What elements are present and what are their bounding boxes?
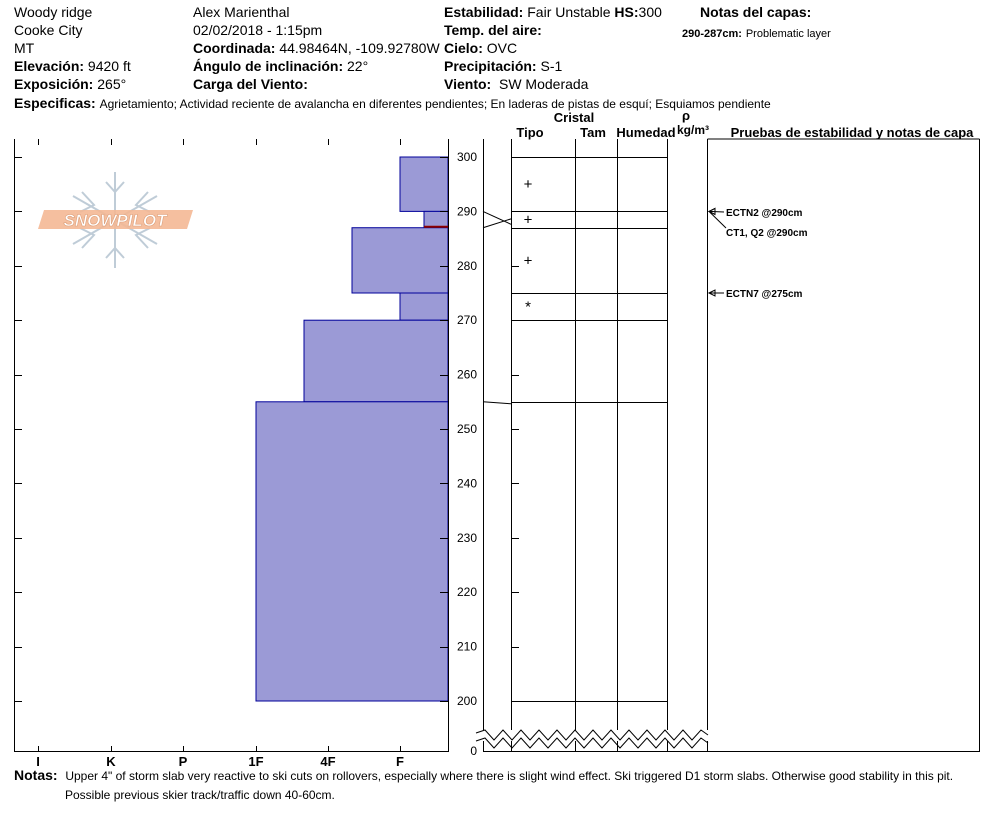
grain-symbol-2: + <box>524 252 533 269</box>
header-type: Tipo <box>516 125 543 140</box>
wind-load-label: Carga del Viento: <box>193 76 308 92</box>
precipitation-value: S-1 <box>540 58 563 74</box>
hardness-tick-1F: 1F <box>248 754 263 769</box>
grain-symbol-0: + <box>524 176 533 193</box>
header-moisture: Humedad <box>616 125 675 140</box>
stability: Estabilidad: Fair Unstable HS:300 <box>444 4 662 20</box>
hs-value: 300 <box>638 4 662 20</box>
depth-tick-230: 230 <box>457 531 477 545</box>
depth-tick-200: 200 <box>457 694 477 708</box>
depth-tick-0: 0 <box>470 744 477 758</box>
grain-symbol-1: + <box>524 212 533 229</box>
hardness-tick-I: I <box>36 754 40 769</box>
stability-value: Fair Unstable <box>527 4 611 20</box>
precipitation: Precipitación: S-1 <box>444 58 562 74</box>
aspect: Exposición: 265° <box>14 76 126 92</box>
layer-note-range: 290-287cm: <box>682 28 742 40</box>
layer-note-text: Problematic layer <box>745 28 831 40</box>
sky: Cielo: OVC <box>444 40 517 56</box>
depth-connector <box>482 210 512 225</box>
depth-tick-290: 290 <box>457 204 477 218</box>
depth-tick-270: 270 <box>457 313 477 327</box>
sky-label: Cielo: <box>444 40 483 56</box>
wind: Viento: SW Moderada <box>444 76 588 92</box>
aspect-value: 265° <box>97 76 127 92</box>
precipitation-label: Precipitación: <box>444 58 537 74</box>
depth-tick-250: 250 <box>457 422 477 436</box>
slope-angle-label: Ángulo de inclinación: <box>193 58 344 74</box>
location-state: MT <box>14 40 35 56</box>
hardness-tick-4F: 4F <box>320 754 335 769</box>
depth-tick-300: 300 <box>457 150 477 164</box>
hs-label: HS: <box>614 4 639 20</box>
header-density-unit: kg/m³ <box>677 123 709 137</box>
stability-label: Estabilidad: <box>444 4 524 20</box>
notes-line-1: Upper 4" of storm slab very reactive to … <box>65 769 954 783</box>
test-label: ECTN2 @290cm <box>726 208 803 219</box>
elevation: Elevación: 9420 ft <box>14 58 131 74</box>
snowpilot-logo: SNOWPILOT <box>38 172 193 268</box>
notes-line-2: Possible previous skier track/traffic do… <box>65 788 335 802</box>
elevation-label: Elevación: <box>14 58 85 74</box>
depth-tick-280: 280 <box>457 259 477 273</box>
specifics-label: Especificas: <box>14 95 96 111</box>
header-tests: Pruebas de estabilidad y notas de capa <box>731 125 975 140</box>
coordinates-value: 44.98464N, -109.92780W <box>279 40 440 56</box>
hardness-tick-K: K <box>106 754 116 769</box>
sky-value: OVC <box>486 40 518 56</box>
header-rho: ρ <box>682 108 690 123</box>
elevation-value: 9420 ft <box>87 58 131 74</box>
hardness-tick-P: P <box>179 754 188 769</box>
test-arrowhead <box>707 207 716 216</box>
hardness-layer-3 <box>399 292 449 321</box>
coordinates: Coordinada: 44.98464N, -109.92780W <box>193 40 440 56</box>
layer-note: 290-287cm: Problematic layer <box>682 24 831 42</box>
aspect-label: Exposición: <box>14 76 94 92</box>
test-label: ECTN7 @275cm <box>726 289 803 300</box>
depth-tick-260: 260 <box>457 368 477 382</box>
slope-angle: Ángulo de inclinación: 22° <box>193 58 368 74</box>
hardness-layer-0 <box>399 156 449 212</box>
notes-label: Notas: <box>14 767 58 783</box>
header-crystal: Cristal <box>554 110 594 125</box>
column-headers: Cristal Tipo Tam Humedad ρ kg/m³ Pruebas… <box>516 108 974 140</box>
depth-connector <box>482 218 512 229</box>
column-grid <box>475 138 980 752</box>
wind-value: SW Moderada <box>498 76 589 92</box>
test-pointer <box>708 211 727 229</box>
header-size: Tam <box>580 125 606 140</box>
specifics: Especificas: Agrietamiento; Actividad re… <box>14 95 771 112</box>
layer-notes-label: Notas del capas: <box>700 4 812 20</box>
depth-tick-240: 240 <box>457 476 477 490</box>
location-name: Woody ridge <box>14 4 93 20</box>
hardness-layer-1 <box>423 210 449 229</box>
grain-symbol-3: * <box>525 299 531 316</box>
observer-name: Alex Marienthal <box>193 4 290 20</box>
test-label: CT1, Q2 @290cm <box>726 228 808 239</box>
wind-label: Viento: <box>444 76 492 92</box>
logo-text: SNOWPILOT <box>64 211 169 230</box>
hardness-layer-5 <box>255 401 449 702</box>
slope-angle-value: 22° <box>347 58 369 74</box>
depth-tick-220: 220 <box>457 585 477 599</box>
depth-tick-210: 210 <box>457 640 477 654</box>
test-pointer <box>708 210 725 213</box>
test-arrowhead <box>707 289 716 297</box>
observation-datetime: 02/02/2018 - 1:15pm <box>193 22 323 38</box>
hardness-tick-F: F <box>396 754 404 769</box>
specifics-text: Agrietamiento; Actividad reciente de ava… <box>99 97 771 111</box>
coordinates-label: Coordinada: <box>193 40 276 56</box>
air-temp-label: Temp. del aire: <box>444 22 542 38</box>
notes: Notas: Upper 4" of storm slab very react… <box>14 767 953 784</box>
hardness-axis <box>14 139 449 752</box>
location-city: Cooke City <box>14 22 83 38</box>
hardness-layer-2 <box>351 227 449 294</box>
depth-connector <box>482 401 512 405</box>
hardness-layer-4 <box>303 319 449 403</box>
